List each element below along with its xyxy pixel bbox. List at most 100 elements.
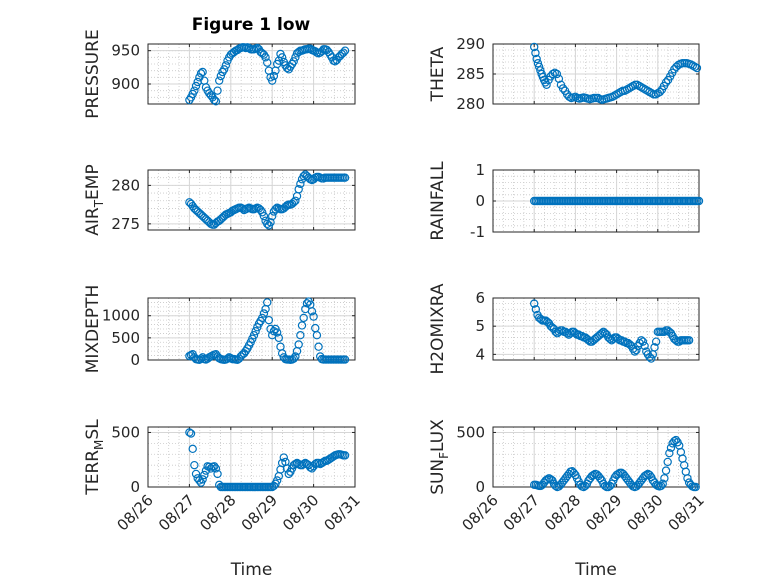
data-point [661,78,671,87]
data-point [642,470,651,480]
data-point [684,336,694,345]
y-axis-label-tail: LUX [428,419,448,452]
data-point [216,71,226,81]
data-point [542,80,551,90]
data-point [190,460,199,470]
data-point [641,85,650,94]
data-point [279,453,288,462]
data-point [686,60,695,69]
data-point [622,85,632,94]
y-axis-label-subscript: F [437,452,451,459]
y-tick-label: 275 [111,215,140,233]
data-point [210,462,219,471]
data-point [610,91,619,100]
data-point [307,307,317,316]
y-tick-label: -1 [470,223,485,241]
data-point [651,90,660,99]
data-point [628,81,638,91]
y-axis-label: TERRMSL [83,419,106,496]
x-tick-label: 08/26 [459,491,502,534]
axes-frame [147,169,356,231]
y-tick-label: 500 [456,423,485,441]
y-tick-label: 0 [130,351,140,369]
data-point [221,61,231,70]
data-point [272,328,282,337]
data-point [683,474,692,483]
data-point [638,337,648,346]
data-point [688,61,698,70]
data-point [612,90,621,99]
y-tick-label: 280 [111,176,140,194]
data-point [249,331,259,340]
data-point [269,71,279,81]
data-point [640,341,649,351]
data-point [289,57,298,66]
data-point [191,81,201,91]
data-point [291,352,300,361]
subplot-pressure: 900 950 PRESSURE [83,29,356,119]
x-tick-label: 08/29 [582,491,625,534]
data-point [263,58,272,67]
data-point [213,86,222,95]
y-tick-label: 5 [475,317,485,335]
axes-frame [147,297,356,361]
y-tick-label: 900 [111,75,140,93]
subplot-rainfall: -1 0 1 RAINFALL [428,161,704,241]
x-axis-label: Time [574,560,617,580]
data-point [663,457,672,467]
data-point [533,59,543,68]
data-point [593,93,603,103]
data-point [299,459,308,469]
data-point [264,315,274,325]
data-point [658,479,667,488]
data-point [552,69,562,79]
data-point [297,321,307,330]
y-axis-label-subscript: M [92,440,106,450]
y-axis-label-main: AIR [83,207,103,236]
y-axis-label: MIXDEPTH [83,285,103,374]
data-point [266,218,275,227]
data-point [624,84,634,93]
data-point [550,68,560,78]
data-point [633,80,642,90]
y-tick-label: 290 [456,35,485,53]
data-point [268,211,277,221]
data-point [340,46,350,55]
data-point [647,88,656,98]
data-point [656,481,666,491]
data-point [530,42,539,52]
data-point [191,469,201,479]
figure-title: Figure 1 low [192,15,311,35]
data-point [291,196,300,205]
data-point [635,81,644,91]
y-tick-label: 500 [111,329,140,347]
series-markers [185,428,350,492]
data-point [694,196,704,206]
data-point [198,475,207,484]
data-point [692,63,702,73]
data-point [186,429,196,438]
x-tick-label: 08/26 [114,491,157,534]
series-markers [185,43,350,106]
data-point [548,69,557,79]
y-axis-label: THETA [428,46,448,102]
data-point [213,469,222,479]
data-point [643,86,652,96]
subplot-h2omixra: 4 5 6 H2OMIXRA [428,283,700,375]
series-markers [530,196,704,206]
subplot-grid: 900 950 PRESSURE 280 285 290 THETA 275 280 AIRTEM… [83,29,708,580]
data-point [650,343,659,352]
data-point [534,62,544,72]
data-point [296,331,305,340]
data-point [196,69,206,78]
x-tick-label: 08/29 [238,491,281,534]
data-point [259,211,269,221]
y-axis-label: PRESSURE [83,29,103,118]
series-markers [530,299,694,363]
data-point [258,208,267,217]
y-tick-label: 6 [475,289,485,307]
x-tick-label: 08/28 [541,491,584,534]
y-tick-label: 280 [456,95,485,113]
